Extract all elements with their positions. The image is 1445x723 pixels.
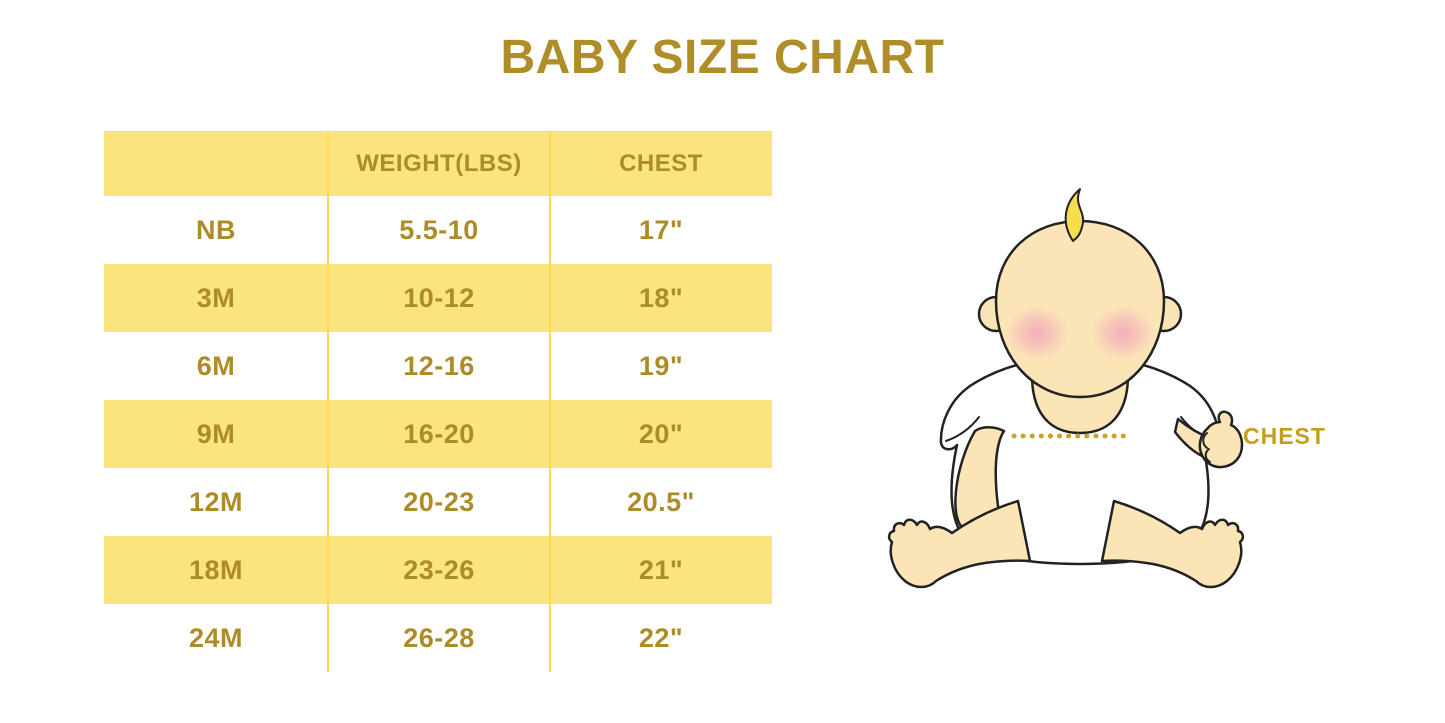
size-table: WEIGHT(LBS) CHEST NB 5.5-10 17" 3M 10-12… <box>104 131 772 672</box>
cell-size: 3M <box>196 282 236 313</box>
cell-weight: 10-12 <box>403 282 475 313</box>
table-row: 18M 23-26 21" <box>104 536 772 604</box>
blush-left <box>1006 306 1068 360</box>
table-row: 12M 20-23 20.5" <box>104 468 772 536</box>
cell-chest: 20.5" <box>627 486 695 517</box>
baby-head <box>994 219 1166 399</box>
cell-size: 24M <box>188 622 244 653</box>
table-row: 24M 26-28 22" <box>104 604 772 672</box>
table-header-row: WEIGHT(LBS) CHEST <box>104 131 772 196</box>
cell-size: 18M <box>188 554 244 585</box>
header-cell-chest: CHEST <box>619 149 703 177</box>
table-row: NB 5.5-10 17" <box>104 196 772 264</box>
cell-size: 6M <box>196 350 236 381</box>
table-row: 3M 10-12 18" <box>104 264 772 332</box>
cell-chest: 20" <box>638 418 684 449</box>
cell-size: NB <box>196 214 236 245</box>
blush-right <box>1092 306 1154 360</box>
chest-label: CHEST <box>1243 423 1326 449</box>
baby-fist <box>1198 410 1244 469</box>
column-divider <box>549 131 551 672</box>
cell-weight: 5.5-10 <box>399 214 479 245</box>
cell-chest: 17" <box>638 214 684 245</box>
cell-weight: 12-16 <box>403 350 475 381</box>
table-row: 9M 16-20 20" <box>104 400 772 468</box>
page-title: BABY SIZE CHART <box>500 31 945 84</box>
cell-chest: 19" <box>638 350 684 381</box>
header-cell-weight: WEIGHT(LBS) <box>356 149 522 177</box>
hair-curl <box>1064 188 1085 242</box>
cell-size: 12M <box>188 486 244 517</box>
table-row: 6M 12-16 19" <box>104 332 772 400</box>
sleeve-edge-left <box>945 416 980 442</box>
cell-weight: 23-26 <box>403 554 475 585</box>
cell-weight: 26-28 <box>403 622 475 653</box>
cell-chest: 22" <box>638 622 684 653</box>
baby-left-leg <box>887 499 1032 589</box>
fist-knuckle-lines <box>1202 432 1211 463</box>
column-divider <box>327 131 329 672</box>
cell-chest: 18" <box>638 282 684 313</box>
cell-size: 9M <box>196 418 236 449</box>
cell-weight: 20-23 <box>403 486 475 517</box>
cell-weight: 16-20 <box>403 418 475 449</box>
cell-chest: 21" <box>638 554 684 585</box>
baby-illustration: CHEST <box>887 188 1326 589</box>
